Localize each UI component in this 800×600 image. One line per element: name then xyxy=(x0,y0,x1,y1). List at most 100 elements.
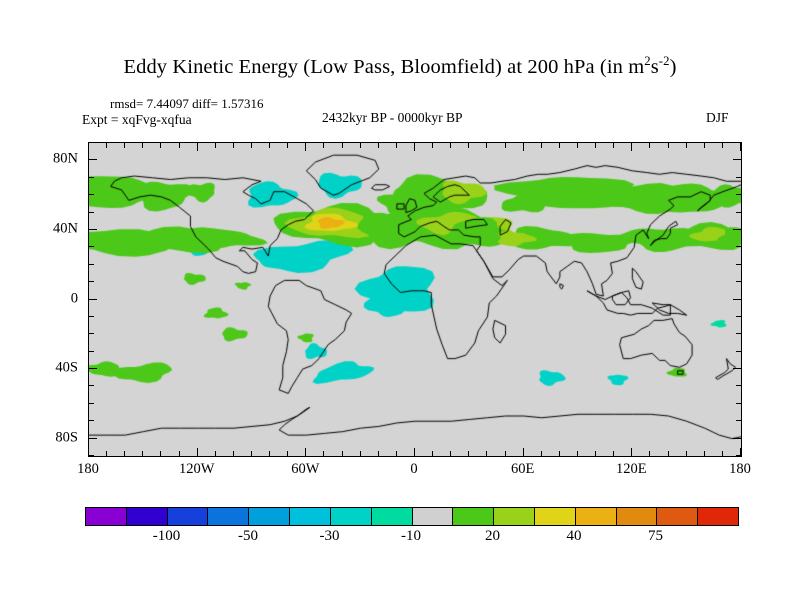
x-axis-tick xyxy=(395,143,397,148)
x-axis-tick xyxy=(595,451,597,456)
x-axis-tick xyxy=(106,451,108,456)
x-axis-label: 120E xyxy=(616,461,647,477)
x-axis-tick xyxy=(540,451,542,456)
x-axis-tick xyxy=(124,451,126,456)
x-axis-tick xyxy=(721,143,723,148)
x-axis-tick xyxy=(214,143,216,148)
y-axis-label: 80S xyxy=(55,429,78,446)
colorbar-tick-label: 20 xyxy=(485,528,500,544)
x-axis-tick xyxy=(178,451,180,456)
x-axis-tick xyxy=(504,143,506,148)
x-axis-tick xyxy=(450,143,452,148)
y-axis-tick xyxy=(733,368,741,370)
x-axis-tick xyxy=(251,451,252,456)
colorbar-tick-label: 75 xyxy=(648,528,663,544)
colorbar-cell xyxy=(208,508,250,525)
x-axis-tick xyxy=(414,448,415,456)
x-axis-tick xyxy=(160,451,162,456)
x-axis-tick xyxy=(740,143,741,151)
x-axis-label: 120W xyxy=(178,461,215,477)
x-axis-tick xyxy=(522,448,524,456)
y-axis-tick xyxy=(733,437,741,439)
y-axis-tick xyxy=(736,263,741,265)
x-axis-label: 60W xyxy=(291,461,320,477)
x-axis-tick xyxy=(649,143,651,148)
x-axis-tick xyxy=(468,143,470,148)
colorbar-tick-label: -30 xyxy=(319,528,340,544)
x-axis-tick xyxy=(88,448,89,456)
x-axis-tick xyxy=(631,143,633,151)
y-axis-tick xyxy=(736,385,741,387)
y-axis-tick xyxy=(89,437,97,439)
x-axis-tick xyxy=(359,451,361,456)
x-axis-tick xyxy=(341,143,343,148)
season-annotation: DJF xyxy=(706,110,729,125)
x-axis-tick xyxy=(577,451,578,456)
colorbar-cell xyxy=(167,508,209,525)
x-axis-tick xyxy=(323,143,325,148)
colorbar-tick-label: -100 xyxy=(152,528,181,544)
y-axis-tick xyxy=(736,402,741,404)
y-axis-tick xyxy=(736,211,741,213)
x-axis-tick xyxy=(721,451,723,456)
title-superscript-minus2: -2 xyxy=(658,54,670,69)
y-axis-tick xyxy=(733,159,741,161)
y-axis-label: 0 xyxy=(70,290,78,306)
x-axis-tick xyxy=(106,143,108,148)
x-axis-tick xyxy=(414,143,415,151)
x-axis-tick xyxy=(214,451,216,456)
x-axis-tick xyxy=(558,143,560,148)
y-axis-tick xyxy=(736,420,741,422)
colorbar-cell xyxy=(494,508,535,525)
title-text-before: Eddy Kinetic Energy (Low Pass, Bloomfiel… xyxy=(123,56,645,78)
title-text-after: ) xyxy=(669,56,677,78)
colorbar-cell xyxy=(86,508,127,525)
y-axis-tick xyxy=(736,455,741,456)
x-axis-tick xyxy=(558,451,560,456)
colorbar-cell xyxy=(290,508,331,525)
x-axis-tick xyxy=(667,143,669,148)
x-axis-tick xyxy=(486,451,488,456)
experiment-annotation: Expt = xqFvg-xqfua xyxy=(82,112,192,127)
x-axis-tick xyxy=(269,451,271,456)
y-axis-tick xyxy=(89,228,97,230)
page-title: Eddy Kinetic Energy (Low Pass, Bloomfiel… xyxy=(0,54,800,79)
y-axis-tick xyxy=(89,263,94,265)
y-axis-tick xyxy=(89,176,94,178)
y-axis-tick xyxy=(733,228,741,230)
y-axis-tick xyxy=(736,176,741,178)
x-axis-tick xyxy=(232,143,234,148)
y-axis-tick xyxy=(89,194,94,196)
y-axis-tick xyxy=(89,298,97,300)
title-text-mid: s xyxy=(650,56,659,78)
x-axis-tick xyxy=(251,143,252,148)
x-axis-tick xyxy=(305,143,307,151)
x-axis-tick xyxy=(341,451,343,456)
x-axis-tick xyxy=(649,451,651,456)
title-superscript-2: 2 xyxy=(644,54,651,69)
y-axis-tick xyxy=(736,333,741,335)
colorbar-cell xyxy=(412,508,454,525)
x-axis-tick xyxy=(377,451,379,456)
colorbar-cell xyxy=(616,508,658,525)
x-axis-tick xyxy=(685,143,687,148)
y-axis-label: 40S xyxy=(55,359,78,376)
y-axis-tick xyxy=(89,333,94,335)
x-axis-tick xyxy=(142,143,144,148)
y-axis-tick xyxy=(89,159,97,161)
x-axis-tick xyxy=(740,448,741,456)
x-axis-tick xyxy=(613,451,615,456)
x-axis-tick xyxy=(160,143,162,148)
x-axis-tick xyxy=(432,451,434,456)
x-axis-tick xyxy=(685,451,687,456)
x-axis-tick xyxy=(504,451,506,456)
x-axis-tick xyxy=(287,143,289,148)
y-axis-tick xyxy=(89,402,94,404)
y-axis-label: 40N xyxy=(53,220,78,237)
x-axis-tick xyxy=(377,143,379,148)
x-axis-tick xyxy=(631,448,633,456)
colorbar-cell xyxy=(371,508,413,525)
y-axis-tick xyxy=(736,350,741,352)
y-axis-label: 80N xyxy=(53,150,78,167)
colorbar-tick-label: -10 xyxy=(401,528,421,544)
